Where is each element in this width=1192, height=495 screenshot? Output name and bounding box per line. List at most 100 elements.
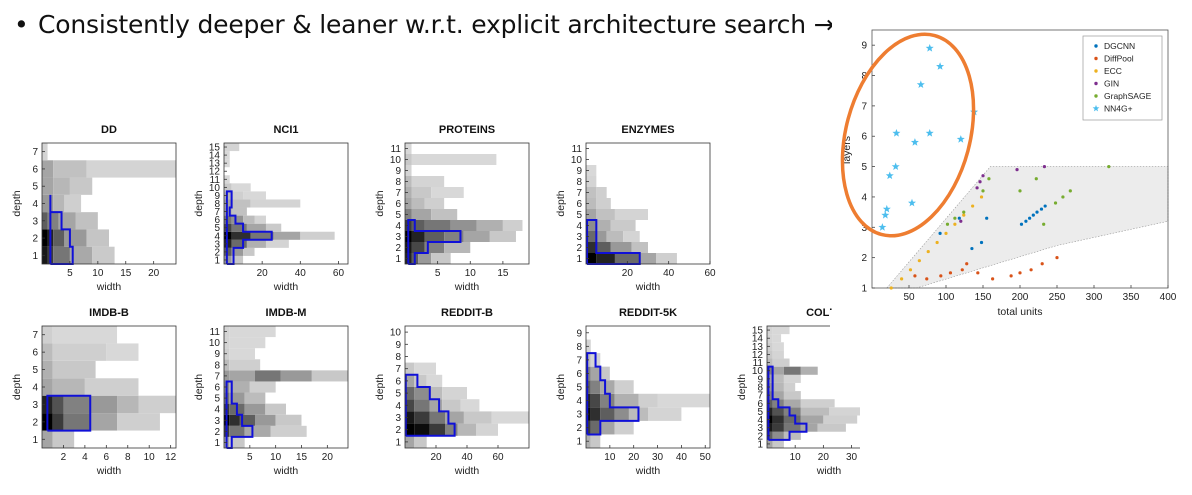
legend: DGCNN DiffPool ECC GIN GraphSAGE NN4G+: [1082, 35, 1163, 121]
x-tick-label: 12: [165, 452, 177, 463]
heat-cell: [231, 231, 251, 240]
x-tick-label: 300: [1086, 292, 1103, 303]
heat-cell: [411, 154, 497, 165]
heat-cell: [414, 374, 427, 387]
heat-cell: [414, 362, 436, 375]
heat-cell: [405, 362, 415, 375]
y-tick-label: 6: [576, 369, 582, 380]
arrow-icon: →: [813, 10, 835, 39]
legend-label: GIN: [1104, 79, 1119, 89]
x-tick-label: 10: [92, 268, 104, 279]
legend-marker: [1094, 69, 1098, 73]
legend-marker: [1094, 56, 1098, 61]
heat-cell: [231, 183, 251, 192]
y-tick-label: 1: [32, 251, 38, 262]
best-architecture-outline: [225, 190, 273, 265]
heat-cell: [414, 423, 430, 436]
heat-cell: [590, 380, 601, 394]
heat-cell: [610, 242, 632, 253]
x-tick-label: 10: [270, 452, 282, 463]
heat-cell: [783, 391, 801, 400]
y-tick-label: 5: [32, 365, 38, 376]
best-architecture-outline: [586, 219, 641, 265]
heat-cell: [255, 414, 276, 426]
heat-cell: [405, 176, 412, 187]
y-tick-label: 5: [32, 182, 38, 193]
data-point: [975, 186, 979, 190]
panel-title: IMDB-B: [89, 307, 129, 319]
data-point: [900, 277, 904, 281]
x-tick-label: 20: [622, 268, 634, 279]
y-tick-label: 7: [576, 188, 582, 199]
heat-cell: [772, 431, 784, 440]
heat-cell: [275, 414, 302, 426]
data-point: [1031, 213, 1035, 217]
heat-cell: [243, 191, 266, 200]
panel-title: ENZYMES: [621, 124, 674, 136]
heat-cell: [586, 198, 597, 209]
heat-cell: [424, 242, 445, 253]
y-tick-label: 5: [576, 210, 582, 221]
heat-cell: [444, 231, 464, 242]
heat-cell: [84, 378, 139, 396]
best-architecture-outline: [225, 380, 254, 449]
x-axis-label: width: [635, 465, 661, 477]
heat-cell: [411, 209, 432, 220]
heat-cell: [411, 187, 432, 198]
y-tick-label: 4: [757, 415, 763, 426]
y-tick-label: 15: [209, 143, 221, 154]
heat-cell: [414, 435, 427, 448]
heat-cell: [411, 231, 425, 242]
data-point: [1018, 271, 1022, 275]
heat-cell: [772, 350, 784, 359]
x-tick-label: 50: [700, 452, 712, 463]
best-architecture-outline: [586, 352, 640, 436]
x-tick-label: 250: [1049, 292, 1066, 303]
y-tick-label: 2: [395, 243, 401, 254]
y-tick-label: 10: [209, 338, 221, 349]
heat-cell: [586, 176, 597, 187]
heat-cell: [411, 198, 425, 209]
search-space-region: [886, 166, 1169, 289]
heat-cell: [53, 177, 70, 195]
y-tick-label: 1: [395, 254, 401, 265]
heat-cell: [772, 439, 784, 448]
series-diffpool: [913, 256, 1059, 281]
heat-cell: [42, 343, 53, 361]
legend-label: NN4G+: [1104, 104, 1133, 114]
heat-cell: [414, 411, 430, 424]
y-tick-label: 8: [214, 199, 220, 210]
heat-cell: [424, 220, 451, 231]
y-tick-label: 2: [861, 253, 867, 264]
y-tick-label: 9: [861, 41, 867, 52]
data-point: [959, 219, 963, 223]
y-tick-label: 7: [861, 101, 867, 112]
x-axis-label: width: [96, 281, 122, 293]
y-tick-label: 11: [210, 327, 221, 338]
data-point: [981, 174, 985, 178]
heat-cell: [600, 420, 615, 435]
y-axis-label: depth: [374, 374, 386, 400]
data-point: [938, 231, 942, 235]
y-tick-label: 7: [576, 355, 582, 366]
data-point: [1053, 201, 1058, 205]
y-tick-label: 8: [576, 342, 582, 353]
y-tick-label: 7: [32, 330, 38, 341]
y-tick-label: 4: [861, 192, 867, 203]
heat-cell: [772, 407, 784, 416]
heat-cell: [614, 407, 629, 421]
heat-cell: [586, 242, 597, 253]
data-point: [1055, 256, 1059, 260]
heat-cell: [614, 393, 639, 408]
heat-cell: [596, 220, 611, 231]
heat-cell: [610, 220, 636, 231]
heat-cell: [250, 199, 301, 208]
scatter-background: [832, 16, 1188, 320]
data-point: [987, 177, 991, 181]
heat-cell: [431, 209, 458, 220]
heat-cell: [445, 423, 458, 436]
heat-cell: [817, 423, 846, 432]
data-point: [910, 138, 919, 146]
